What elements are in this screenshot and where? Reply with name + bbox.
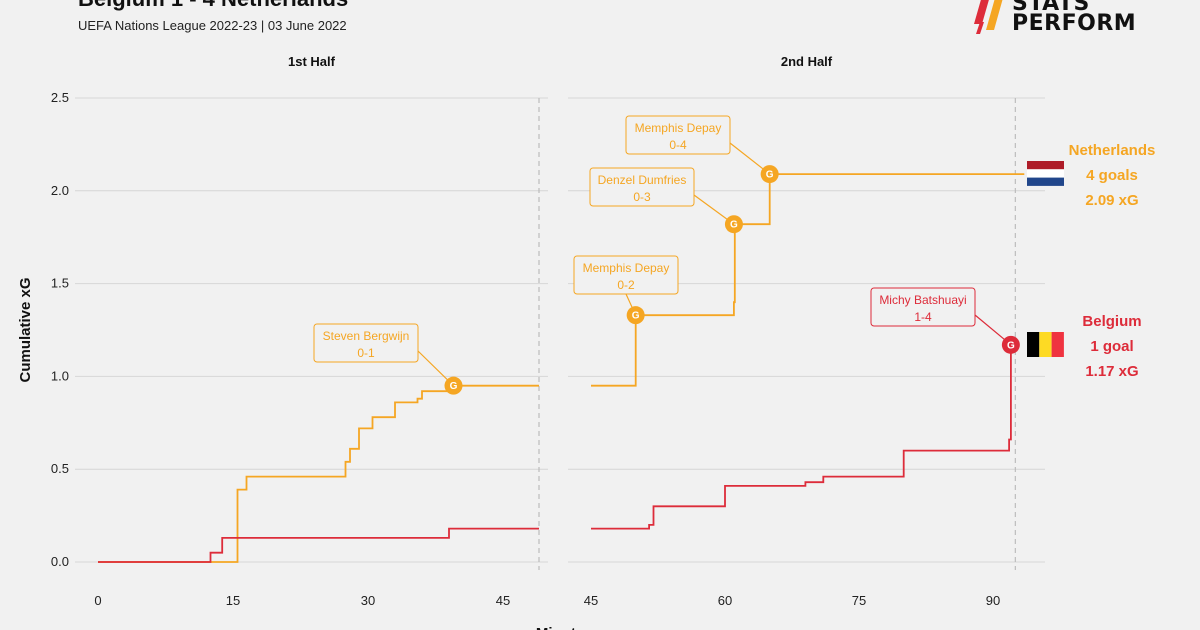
flag-stripe-belgium <box>1051 332 1064 357</box>
xg-line-belgium <box>591 344 1012 530</box>
series-layer <box>98 173 1025 563</box>
x-tick-label: 60 <box>718 593 732 608</box>
annotation-layer: Steven Bergwijn 0-1 G Memphis Depay 0-2 G Denz… <box>313 115 1020 395</box>
x-tick-label: 45 <box>584 593 598 608</box>
goal-callout-box <box>313 323 419 363</box>
chart-subtitle: UEFA Nations League 2022-23 | 03 June 20… <box>78 18 347 33</box>
y-tick-label: 1.5 <box>51 276 69 291</box>
x-tick-label: 15 <box>226 593 240 608</box>
team-xg-label: 1.17 xG <box>1085 363 1138 380</box>
x-axis-title: Minute <box>536 625 584 630</box>
chart-title: Belgium 1 - 4 Netherlands <box>78 0 348 12</box>
team-xg-label: 2.09 xG <box>1085 192 1138 209</box>
goal-callout-box <box>870 287 976 327</box>
goal-score-label: 0-4 <box>669 138 687 152</box>
x-tick-label: 30 <box>361 593 375 608</box>
goal-marker-label: G <box>632 311 640 322</box>
x-tick-label: 75 <box>852 593 866 608</box>
goal-marker <box>760 165 779 184</box>
xg-line-netherlands <box>591 173 1025 387</box>
flag-stripe-belgium <box>1027 332 1040 357</box>
goal-marker <box>1001 335 1020 354</box>
goal-score-label: 0-2 <box>617 278 635 292</box>
goal-marker-label: G <box>450 381 458 392</box>
team-goals-label: 1 goal <box>1090 338 1133 355</box>
goal-marker <box>626 306 645 325</box>
x-tick-label: 0 <box>94 593 101 608</box>
panel-title: 2nd Half <box>781 54 833 69</box>
xg-line-netherlands <box>98 384 539 563</box>
flag-stripe-netherlands <box>1027 161 1064 170</box>
goal-callout-box <box>573 255 679 295</box>
team-goals-label: 4 goals <box>1086 167 1138 184</box>
y-tick-label: 2.0 <box>51 183 69 198</box>
brand-line-2: PERFORM <box>1012 11 1137 36</box>
x-tick-label: 45 <box>496 593 510 608</box>
goal-scorer-label: Memphis Depay <box>635 121 722 135</box>
brand-wordmark: STATS PERFORM <box>1012 0 1137 36</box>
xg-line-belgium <box>98 527 539 563</box>
stats-perform-logo <box>974 0 1003 34</box>
goal-scorer-label: Memphis Depay <box>583 261 670 275</box>
goal-marker <box>724 215 743 234</box>
goal-scorer-label: Steven Bergwijn <box>323 329 410 343</box>
goal-scorer-label: Michy Batshuayi <box>879 293 966 307</box>
goal-score-label: 0-1 <box>357 346 375 360</box>
goal-score-label: 0-3 <box>633 190 651 204</box>
y-tick-label: 2.5 <box>51 90 69 105</box>
y-tick-label: 0.0 <box>51 554 69 569</box>
team-name-label: Netherlands <box>1069 142 1156 159</box>
x-tick-label: 90 <box>986 593 1000 608</box>
goal-marker-label: G <box>730 220 738 231</box>
goal-marker-label: G <box>1007 340 1015 351</box>
goal-callout-box <box>625 115 731 155</box>
panel-title: 1st Half <box>288 54 336 69</box>
goal-score-label: 1-4 <box>914 310 932 324</box>
axis-layer: 0.0 0.5 1.0 1.5 2.0 2.5 Cumulative xG Minute 1st… <box>17 54 1000 630</box>
goal-marker <box>444 376 463 395</box>
flag-stripe-netherlands <box>1027 169 1064 178</box>
goal-scorer-label: Denzel Dumfries <box>598 173 687 187</box>
goal-callout-box <box>589 167 695 207</box>
legend-layer: Netherlands 4 goals 2.09 xG Belgium 1 goal 1.… <box>1027 142 1155 380</box>
y-axis-title: Cumulative xG <box>17 277 34 382</box>
y-tick-label: 0.5 <box>51 461 69 476</box>
team-name-label: Belgium <box>1082 313 1141 330</box>
flag-stripe-belgium <box>1039 332 1052 357</box>
goal-marker-label: G <box>766 170 774 181</box>
grid-layer <box>75 97 1045 570</box>
y-tick-label: 1.0 <box>51 368 69 383</box>
flag-stripe-netherlands <box>1027 177 1064 186</box>
brand-line-1: STATS <box>1012 0 1090 16</box>
